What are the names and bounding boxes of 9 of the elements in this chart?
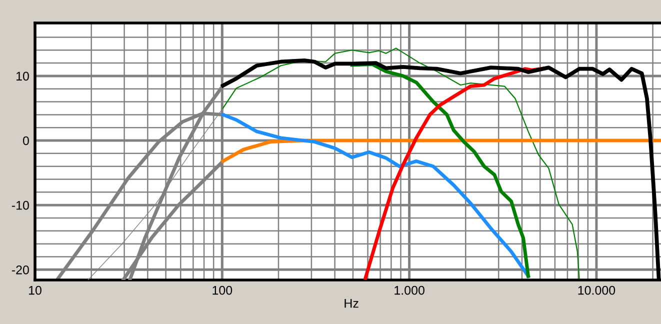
x-tick-label: 10 [29, 286, 42, 295]
y-tick-label: -20 [12, 265, 29, 274]
x-tick-label: 100 [212, 286, 232, 295]
x-tick-label: 10.000 [578, 286, 616, 295]
x-axis-title: Hz [344, 299, 358, 308]
y-tick-label: -10 [12, 200, 29, 210]
x-tick-label: 1.000 [394, 286, 424, 295]
y-tick-label: 10 [16, 72, 29, 81]
y-tick-label: 0 [22, 136, 29, 146]
